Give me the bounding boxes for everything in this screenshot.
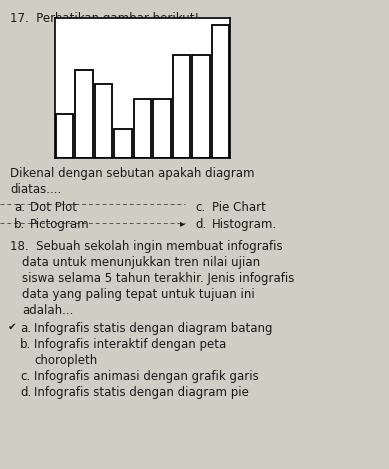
Bar (192, 55, 210, 158)
Text: Infografis statis dengan diagram pie: Infografis statis dengan diagram pie (34, 386, 249, 399)
Bar (95, 84, 112, 158)
Bar (75, 69, 93, 158)
Text: 18.  Sebuah sekolah ingin membuat infografis: 18. Sebuah sekolah ingin membuat infogra… (10, 240, 283, 253)
Text: Infografis statis dengan diagram batang: Infografis statis dengan diagram batang (34, 322, 273, 335)
Text: adalah...: adalah... (22, 304, 74, 317)
Text: ▸: ▸ (180, 218, 185, 228)
Bar (114, 129, 132, 158)
Text: Histogram.: Histogram. (212, 218, 277, 231)
Text: b.: b. (20, 338, 31, 351)
Text: Pie Chart: Pie Chart (212, 201, 266, 214)
Text: b.: b. (14, 218, 25, 231)
Text: choropleth: choropleth (34, 354, 97, 367)
Text: data yang paling tepat untuk tujuan ini: data yang paling tepat untuk tujuan ini (22, 288, 255, 301)
Text: Dot Plot: Dot Plot (30, 201, 77, 214)
Text: siswa selama 5 tahun terakhir. Jenis infografis: siswa selama 5 tahun terakhir. Jenis inf… (22, 272, 294, 285)
Text: Pictogram: Pictogram (30, 218, 89, 231)
Text: c.: c. (195, 201, 205, 214)
Text: a.: a. (14, 201, 25, 214)
Text: Infografis interaktif dengan peta: Infografis interaktif dengan peta (34, 338, 226, 351)
Text: d.: d. (195, 218, 206, 231)
Text: data untuk menunjukkan tren nilai ujian: data untuk menunjukkan tren nilai ujian (22, 256, 260, 269)
Text: 17.  Perhatikan gambar berikut!: 17. Perhatikan gambar berikut! (10, 12, 199, 25)
Text: Infografis animasi dengan grafik garis: Infografis animasi dengan grafik garis (34, 370, 259, 383)
Text: Dikenal dengan sebutan apakah diagram: Dikenal dengan sebutan apakah diagram (10, 167, 254, 180)
Text: diatas....: diatas.... (10, 183, 61, 196)
Text: a.: a. (20, 322, 31, 335)
Bar (56, 114, 74, 158)
Text: c.: c. (20, 370, 30, 383)
Bar (134, 99, 151, 158)
Bar (212, 25, 229, 158)
Text: d.: d. (20, 386, 31, 399)
Bar (153, 99, 171, 158)
Bar (173, 55, 190, 158)
Text: ✔: ✔ (8, 322, 17, 332)
